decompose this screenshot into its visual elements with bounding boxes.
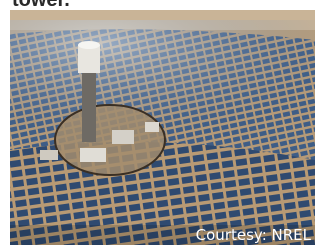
building	[80, 148, 106, 162]
photo: Courtesy: NREL	[10, 10, 315, 245]
receiver	[78, 45, 100, 73]
cropped-heading: tower.	[12, 0, 70, 11]
building	[145, 122, 159, 132]
page: {"header": {"text": "tower."}, "image": …	[0, 0, 321, 247]
sky-reflection	[10, 20, 315, 140]
building	[112, 130, 134, 144]
building	[40, 150, 58, 160]
tower	[82, 72, 96, 142]
receiver-top	[78, 41, 100, 49]
image-credit: Courtesy: NREL	[196, 226, 312, 244]
screenshot: tower. Courtesy: NREL	[0, 0, 321, 247]
